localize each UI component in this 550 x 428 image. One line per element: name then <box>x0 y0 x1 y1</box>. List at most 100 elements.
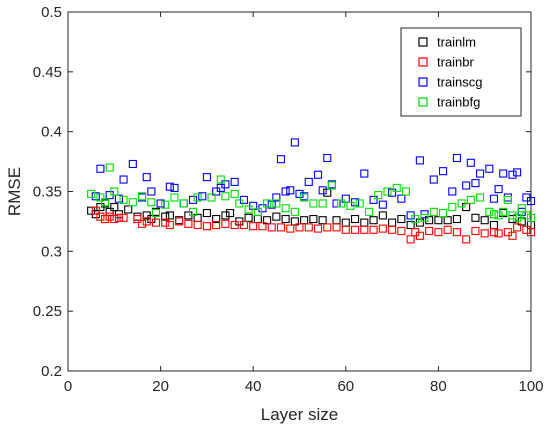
point-trainbfg <box>318 199 327 208</box>
point-trainbr <box>165 220 174 230</box>
legend-marker-trainbfg <box>418 97 428 107</box>
point-trainscg <box>119 175 128 184</box>
point-trainbr <box>332 223 341 232</box>
point-trainscg <box>276 155 286 164</box>
point-trainscg <box>448 187 457 196</box>
point-trainscg <box>142 173 151 182</box>
x-tick-label: 80 <box>430 378 447 395</box>
x-tick-label: 60 <box>337 378 354 395</box>
point-trainbfg <box>96 193 105 202</box>
point-trainbfg <box>429 207 438 216</box>
point-trainbr <box>397 226 406 236</box>
legend-label-trainbfg: trainbfg <box>437 95 480 110</box>
y-axis-ticks: 0.2 0.25 0.3 0.35 0.4 0.45 0.5 <box>33 4 531 380</box>
y-tick-label: 0.35 <box>33 184 62 201</box>
point-trainscg <box>128 159 137 169</box>
point-trainbfg <box>230 189 239 198</box>
point-trainscg <box>323 153 332 163</box>
point-trainbr <box>249 222 258 231</box>
point-trainscg <box>230 177 239 186</box>
y-axis-title: RMSE <box>5 167 24 216</box>
point-trainbr <box>161 218 170 227</box>
point-trainbr <box>114 213 123 222</box>
point-trainbfg <box>105 163 114 172</box>
point-trainbr <box>415 231 424 240</box>
point-trainbr <box>96 212 105 221</box>
x-tick-label: 40 <box>245 378 262 395</box>
point-trainbr <box>133 214 142 224</box>
point-trainbfg <box>499 207 508 216</box>
point-trainbr <box>406 235 415 244</box>
point-trainlm <box>434 216 443 225</box>
point-trainlm <box>124 205 133 214</box>
point-trainbfg <box>364 207 374 216</box>
point-trainlm <box>202 208 211 218</box>
point-trainscg <box>452 153 461 163</box>
y-tick-label: 0.2 <box>41 363 62 380</box>
point-trainbr <box>313 224 323 233</box>
y-tick-label: 0.45 <box>33 64 62 81</box>
point-trainscg <box>114 194 123 203</box>
point-trainscg <box>476 169 485 178</box>
point-trainbfg <box>476 193 485 202</box>
point-trainscg <box>369 195 378 204</box>
point-trainscg <box>513 168 522 177</box>
legend-box <box>400 27 522 117</box>
y-tick-label: 0.3 <box>41 243 62 260</box>
point-trainbfg <box>457 199 466 208</box>
point-trainlm <box>105 207 114 216</box>
point-trainbfg <box>513 213 522 222</box>
point-trainbr <box>425 226 434 236</box>
point-trainbfg <box>526 213 536 222</box>
legend: trainlm trainbr trainscg trainbfg <box>400 27 522 117</box>
point-trainbr <box>202 222 211 231</box>
point-trainbr <box>119 213 128 222</box>
point-trainlm <box>406 220 415 230</box>
legend-marker-trainscg <box>418 77 428 87</box>
point-trainbfg <box>170 193 179 202</box>
point-trainlm <box>318 216 327 225</box>
point-trainscg <box>91 192 100 201</box>
point-trainscg <box>286 186 295 195</box>
point-trainlm <box>443 216 452 225</box>
point-trainbfg <box>309 199 318 208</box>
point-trainbr <box>434 228 443 237</box>
point-trainlm <box>480 216 489 225</box>
y-tick-label: 0.4 <box>41 124 62 141</box>
legend-marker-trainbr <box>418 57 428 67</box>
point-trainbfg <box>489 210 499 219</box>
point-trainbr <box>471 226 480 236</box>
point-trainscg <box>318 186 327 195</box>
point-trainscg <box>438 167 448 176</box>
point-trainbr <box>258 222 267 231</box>
point-trainbfg <box>466 195 475 204</box>
point-trainbfg <box>355 199 364 208</box>
point-trainbr <box>230 220 239 230</box>
point-trainbr <box>304 223 313 232</box>
point-trainscg <box>494 185 503 194</box>
point-trainbfg <box>300 193 309 202</box>
point-trainscg <box>388 188 397 197</box>
point-trainbfg <box>401 187 411 196</box>
point-trainbfg <box>179 199 188 208</box>
point-trainlm <box>351 214 360 224</box>
point-trainscg <box>272 193 281 202</box>
point-trainlm <box>425 216 434 225</box>
point-trainlm <box>471 213 480 222</box>
x-axis-title: Layer size <box>261 405 338 424</box>
point-trainbr <box>184 219 193 228</box>
point-trainbfg <box>383 187 392 196</box>
point-trainlm <box>452 214 461 224</box>
point-trainbr <box>295 223 304 232</box>
point-trainbr <box>508 231 517 240</box>
point-trainlm <box>281 214 290 224</box>
x-tick-label: 0 <box>64 378 72 395</box>
point-trainbr <box>341 225 350 234</box>
point-trainbr <box>494 229 503 238</box>
legend-label-trainlm: trainlm <box>437 35 476 50</box>
point-trainscg <box>332 199 341 208</box>
point-trainbfg <box>100 198 110 207</box>
point-trainlm <box>397 214 406 224</box>
point-trainbr <box>480 229 489 238</box>
point-trainbfg <box>216 175 225 184</box>
